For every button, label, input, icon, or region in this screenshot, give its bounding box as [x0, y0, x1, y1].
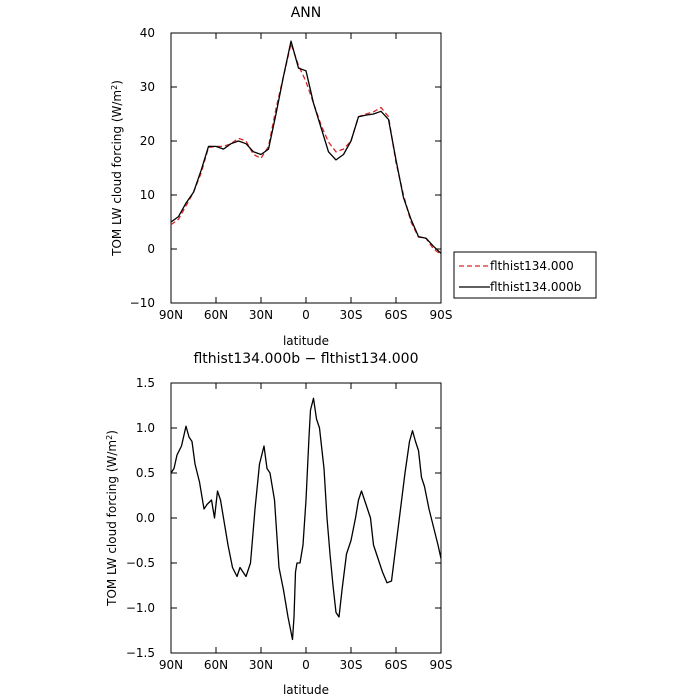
x-tick-label: 30N: [249, 658, 273, 672]
y-tick-label: 20: [140, 134, 155, 148]
x-tick-label: 60N: [204, 308, 228, 322]
x-tick-label: 0: [302, 658, 310, 672]
y-tick-label: −1.0: [126, 601, 155, 615]
chart-title: flthist134.000b − flthist134.000: [193, 351, 418, 367]
y-tick-label: 40: [140, 26, 155, 40]
y-axis-label: TOM LW cloud forcing (W/m2): [105, 430, 120, 607]
x-axis-label: latitude: [283, 334, 329, 348]
x-tick-label: 90N: [159, 658, 183, 672]
y-tick-label: 30: [140, 80, 155, 94]
x-tick-label: 60N: [204, 658, 228, 672]
y-tick-label: 0.5: [136, 466, 155, 480]
y-tick-label: −10: [130, 296, 155, 310]
x-axis-label: latitude: [283, 683, 329, 697]
x-tick-label: 30N: [249, 308, 273, 322]
chart-panel-ann: ANN 90N 60N 30N 0 30S 60S 90S −10 0 10 20 30 40 lati…: [110, 5, 597, 348]
legend-label-series-1: flthist134.000: [490, 259, 574, 273]
y-tick-label: 1.0: [136, 421, 155, 435]
legend-label-series-2: flthist134.000b: [490, 280, 581, 294]
legend: flthist134.000 flthist134.000b: [453, 251, 597, 299]
y-axis-label: TOM LW cloud forcing (W/m2): [110, 80, 125, 257]
plot-frame: [170, 382, 442, 654]
x-tick-label: 90S: [430, 308, 453, 322]
series-line-1: [170, 43, 442, 255]
series-line-1: [170, 397, 442, 641]
y-tick-label: 10: [140, 188, 155, 202]
chart-title: ANN: [291, 5, 322, 21]
chart-panel-difference: flthist134.000b − flthist134.000 90N 60N 3…: [105, 351, 453, 697]
x-tick-label: 0: [302, 308, 310, 322]
y-tick-label: 0: [147, 242, 155, 256]
x-tick-label: 90N: [159, 308, 183, 322]
x-tick-label: 60S: [385, 308, 408, 322]
x-tick-label: 90S: [430, 658, 453, 672]
x-tick-label: 60S: [385, 658, 408, 672]
y-tick-label: −0.5: [126, 556, 155, 570]
series-line-2: [170, 40, 442, 254]
y-tick-label: 0.0: [136, 511, 155, 525]
y-tick-label: −1.5: [126, 646, 155, 660]
legend-box: [453, 251, 597, 299]
x-tick-label: 30S: [340, 658, 363, 672]
y-tick-label: 1.5: [136, 376, 155, 390]
x-tick-label: 30S: [340, 308, 363, 322]
